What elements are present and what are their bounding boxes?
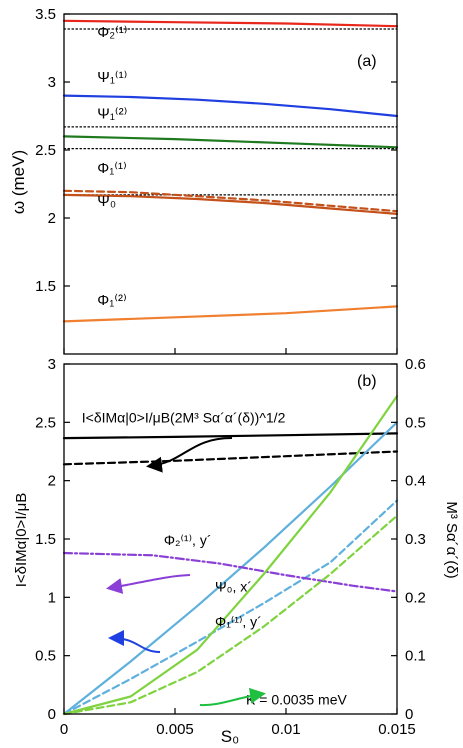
- panel-a: 1.522.533.5 Φ₂⁽¹⁾Ψ₁⁽¹⁾Ψ₁⁽²⁾Φ₁⁽¹⁾Ψ₀Φ₁⁽²⁾ …: [9, 6, 399, 355]
- panel-a-annotation: Φ₁⁽²⁾: [97, 292, 126, 309]
- panel-a-ytick-label: 2: [48, 210, 56, 227]
- panel-b-ytick-label: 2.5: [35, 414, 56, 431]
- panel-b-ytick-label: 0.5: [35, 648, 56, 665]
- panel-b-ytick-label-right: 0.2: [405, 589, 426, 606]
- panel-b-ylabel-right: M³ Sα´α´(δ): [443, 501, 460, 578]
- panel-a-series-8-line: [62, 189, 399, 213]
- panel-a-annotation: Ψ₁⁽¹⁾: [97, 69, 127, 86]
- panel-b-ytick-label-right: 0.5: [405, 414, 426, 431]
- panel-b-ytick-label: 1.5: [35, 531, 56, 548]
- panel-b-annotation: Ψ₀, x´: [215, 579, 252, 595]
- arrow-black: [146, 437, 233, 473]
- panel-b-series-2-line: [62, 421, 399, 716]
- panel-b-xtick-label: 0.005: [156, 721, 194, 738]
- panel-a-annotation: Φ₂⁽¹⁾: [97, 24, 127, 41]
- panel-b-ytick-label-right: 0: [405, 706, 413, 723]
- panel-b-series-6-line: [62, 514, 399, 716]
- panel-a-ylabel: ω (meV): [9, 150, 28, 214]
- panel-a-series-0-line: [62, 19, 399, 28]
- arrow-blue: [108, 630, 161, 653]
- panel-a-ytick-label: 3.5: [35, 6, 56, 23]
- panel-a-series-9-line: [62, 305, 399, 323]
- panel-b-series-1-line: [62, 450, 399, 466]
- panel-b-ytick-label-right: 0.1: [405, 648, 426, 665]
- panel-b-xtick-label: 0.015: [378, 721, 416, 738]
- panel-a-label: (a): [357, 53, 377, 70]
- panel-a-ytick-label: 3: [48, 74, 56, 91]
- panel-b-annotation: K = 0.0035 meV: [246, 692, 347, 708]
- panel-b-annotation: Φ₂⁽¹⁾, y´: [164, 532, 212, 548]
- panel-b-series-4-line: [62, 551, 399, 593]
- panel-b-annotation: I<δIMα|0>I/μB(2M³ Sα´α´(δ))^1/2: [82, 409, 286, 425]
- panel-a-annotation: Ψ₀: [97, 193, 116, 210]
- panel-a-series-4-line: [62, 135, 399, 149]
- panel-a-annotation: Φ₁⁽¹⁾: [97, 160, 126, 177]
- panel-a-ytick-label: 1.5: [35, 278, 56, 295]
- panel-b-ytick-label-right: 0.4: [405, 473, 426, 490]
- panel-b: 0 0.5 1 1.5 2 2.5 3 0 0.1 0.2 0.3 0.4 0.5 0.6 0 0.005…: [13, 356, 460, 746]
- panel-b-label: (b): [357, 373, 377, 390]
- panel-b-ytick-label-right: 0.3: [405, 531, 426, 548]
- panel-b-xlabel: S₀: [221, 727, 239, 746]
- panel-b-ylabel: I<δIMα|0>I/μB: [13, 493, 30, 588]
- arrow-purple: [106, 574, 191, 594]
- panel-b-xtick-label: 0: [60, 721, 68, 738]
- panel-b-ytick-label: 1: [48, 589, 56, 606]
- panel-a-series-7-line: [62, 193, 399, 215]
- panel-b-ytick-label: 3: [48, 356, 56, 373]
- panel-b-annotation: Φ₁⁽¹⁾, y´: [215, 614, 262, 630]
- panel-a-ytick-label: 2.5: [35, 142, 56, 159]
- panel-b-ytick-label-right: 0.6: [405, 356, 426, 373]
- panel-b-series-5-line: [62, 395, 399, 716]
- panel-a-frame: [63, 13, 398, 355]
- panel-b-xtick-label: 0.01: [271, 721, 300, 738]
- panel-b-ytick-label: 2: [48, 473, 56, 490]
- panel-b-ytick-label: 0: [48, 706, 56, 723]
- panel-a-annotation: Ψ₁⁽²⁾: [97, 106, 127, 123]
- panel-b-series-3-line: [62, 499, 399, 716]
- arrow-green: [199, 687, 266, 707]
- panel-b-series-0-line: [62, 432, 399, 440]
- panel-a-series-2-line: [62, 94, 399, 118]
